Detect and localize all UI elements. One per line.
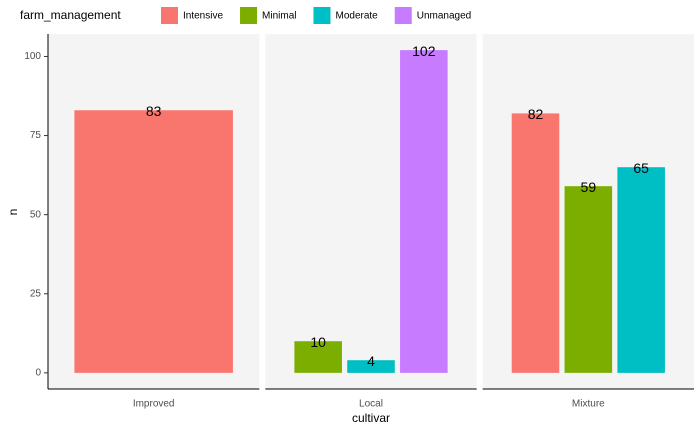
bar	[294, 341, 342, 373]
value-label: 4	[367, 353, 375, 369]
y-tick-label: 100	[24, 51, 41, 62]
legend-label: Intensive	[183, 11, 223, 22]
legend-label: Moderate	[335, 11, 378, 22]
bar	[617, 167, 665, 373]
bar	[564, 186, 613, 373]
value-label: 10	[310, 334, 326, 350]
y-tick-label: 75	[30, 130, 42, 141]
y-axis-title: n	[6, 209, 20, 216]
bar	[511, 113, 560, 373]
x-axis-title: cultivar	[352, 411, 390, 425]
legend-label: Minimal	[262, 11, 296, 22]
legend-key	[240, 7, 258, 24]
y-tick-label: 25	[30, 288, 42, 299]
y-tick-label: 50	[30, 209, 42, 220]
bar	[347, 360, 395, 373]
value-label: 102	[412, 43, 436, 59]
legend-key	[313, 7, 331, 24]
legend-key	[394, 7, 412, 24]
value-label: 82	[528, 106, 544, 122]
value-label: 59	[581, 179, 597, 195]
y-tick-label: 0	[35, 368, 41, 379]
legend-label: Unmanaged	[417, 11, 471, 22]
legend-key	[161, 7, 178, 24]
bar	[400, 50, 448, 373]
facet-label: Local	[359, 399, 383, 410]
facet-label: Improved	[133, 399, 175, 410]
legend-title: farm_management	[20, 8, 121, 22]
value-label: 83	[146, 103, 162, 119]
value-label: 65	[633, 160, 649, 176]
bar	[74, 110, 233, 373]
facet-label: Mixture	[572, 399, 605, 410]
